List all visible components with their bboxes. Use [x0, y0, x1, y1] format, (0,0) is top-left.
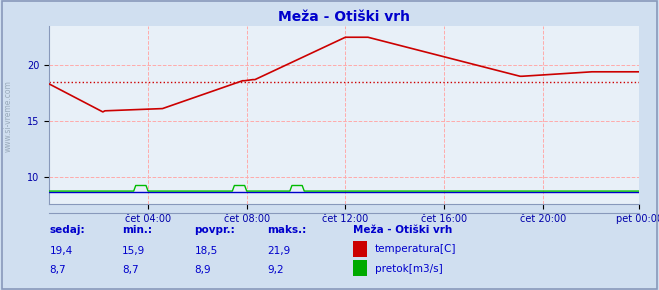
Text: pretok[m3/s]: pretok[m3/s] [375, 264, 443, 274]
Text: 8,9: 8,9 [194, 265, 211, 275]
Text: min.:: min.: [122, 225, 152, 235]
Text: povpr.:: povpr.: [194, 225, 235, 235]
Text: 9,2: 9,2 [267, 265, 283, 275]
Text: 15,9: 15,9 [122, 246, 145, 256]
Text: 8,7: 8,7 [122, 265, 138, 275]
Text: 21,9: 21,9 [267, 246, 290, 256]
Text: 19,4: 19,4 [49, 246, 72, 256]
Text: 8,7: 8,7 [49, 265, 66, 275]
Text: Meža - Otiški vrh: Meža - Otiški vrh [353, 225, 452, 235]
Text: 18,5: 18,5 [194, 246, 217, 256]
Text: www.si-vreme.com: www.si-vreme.com [4, 80, 13, 152]
Text: temperatura[C]: temperatura[C] [375, 244, 457, 254]
Text: maks.:: maks.: [267, 225, 306, 235]
Title: Meža - Otiški vrh: Meža - Otiški vrh [278, 10, 411, 23]
Text: sedaj:: sedaj: [49, 225, 85, 235]
